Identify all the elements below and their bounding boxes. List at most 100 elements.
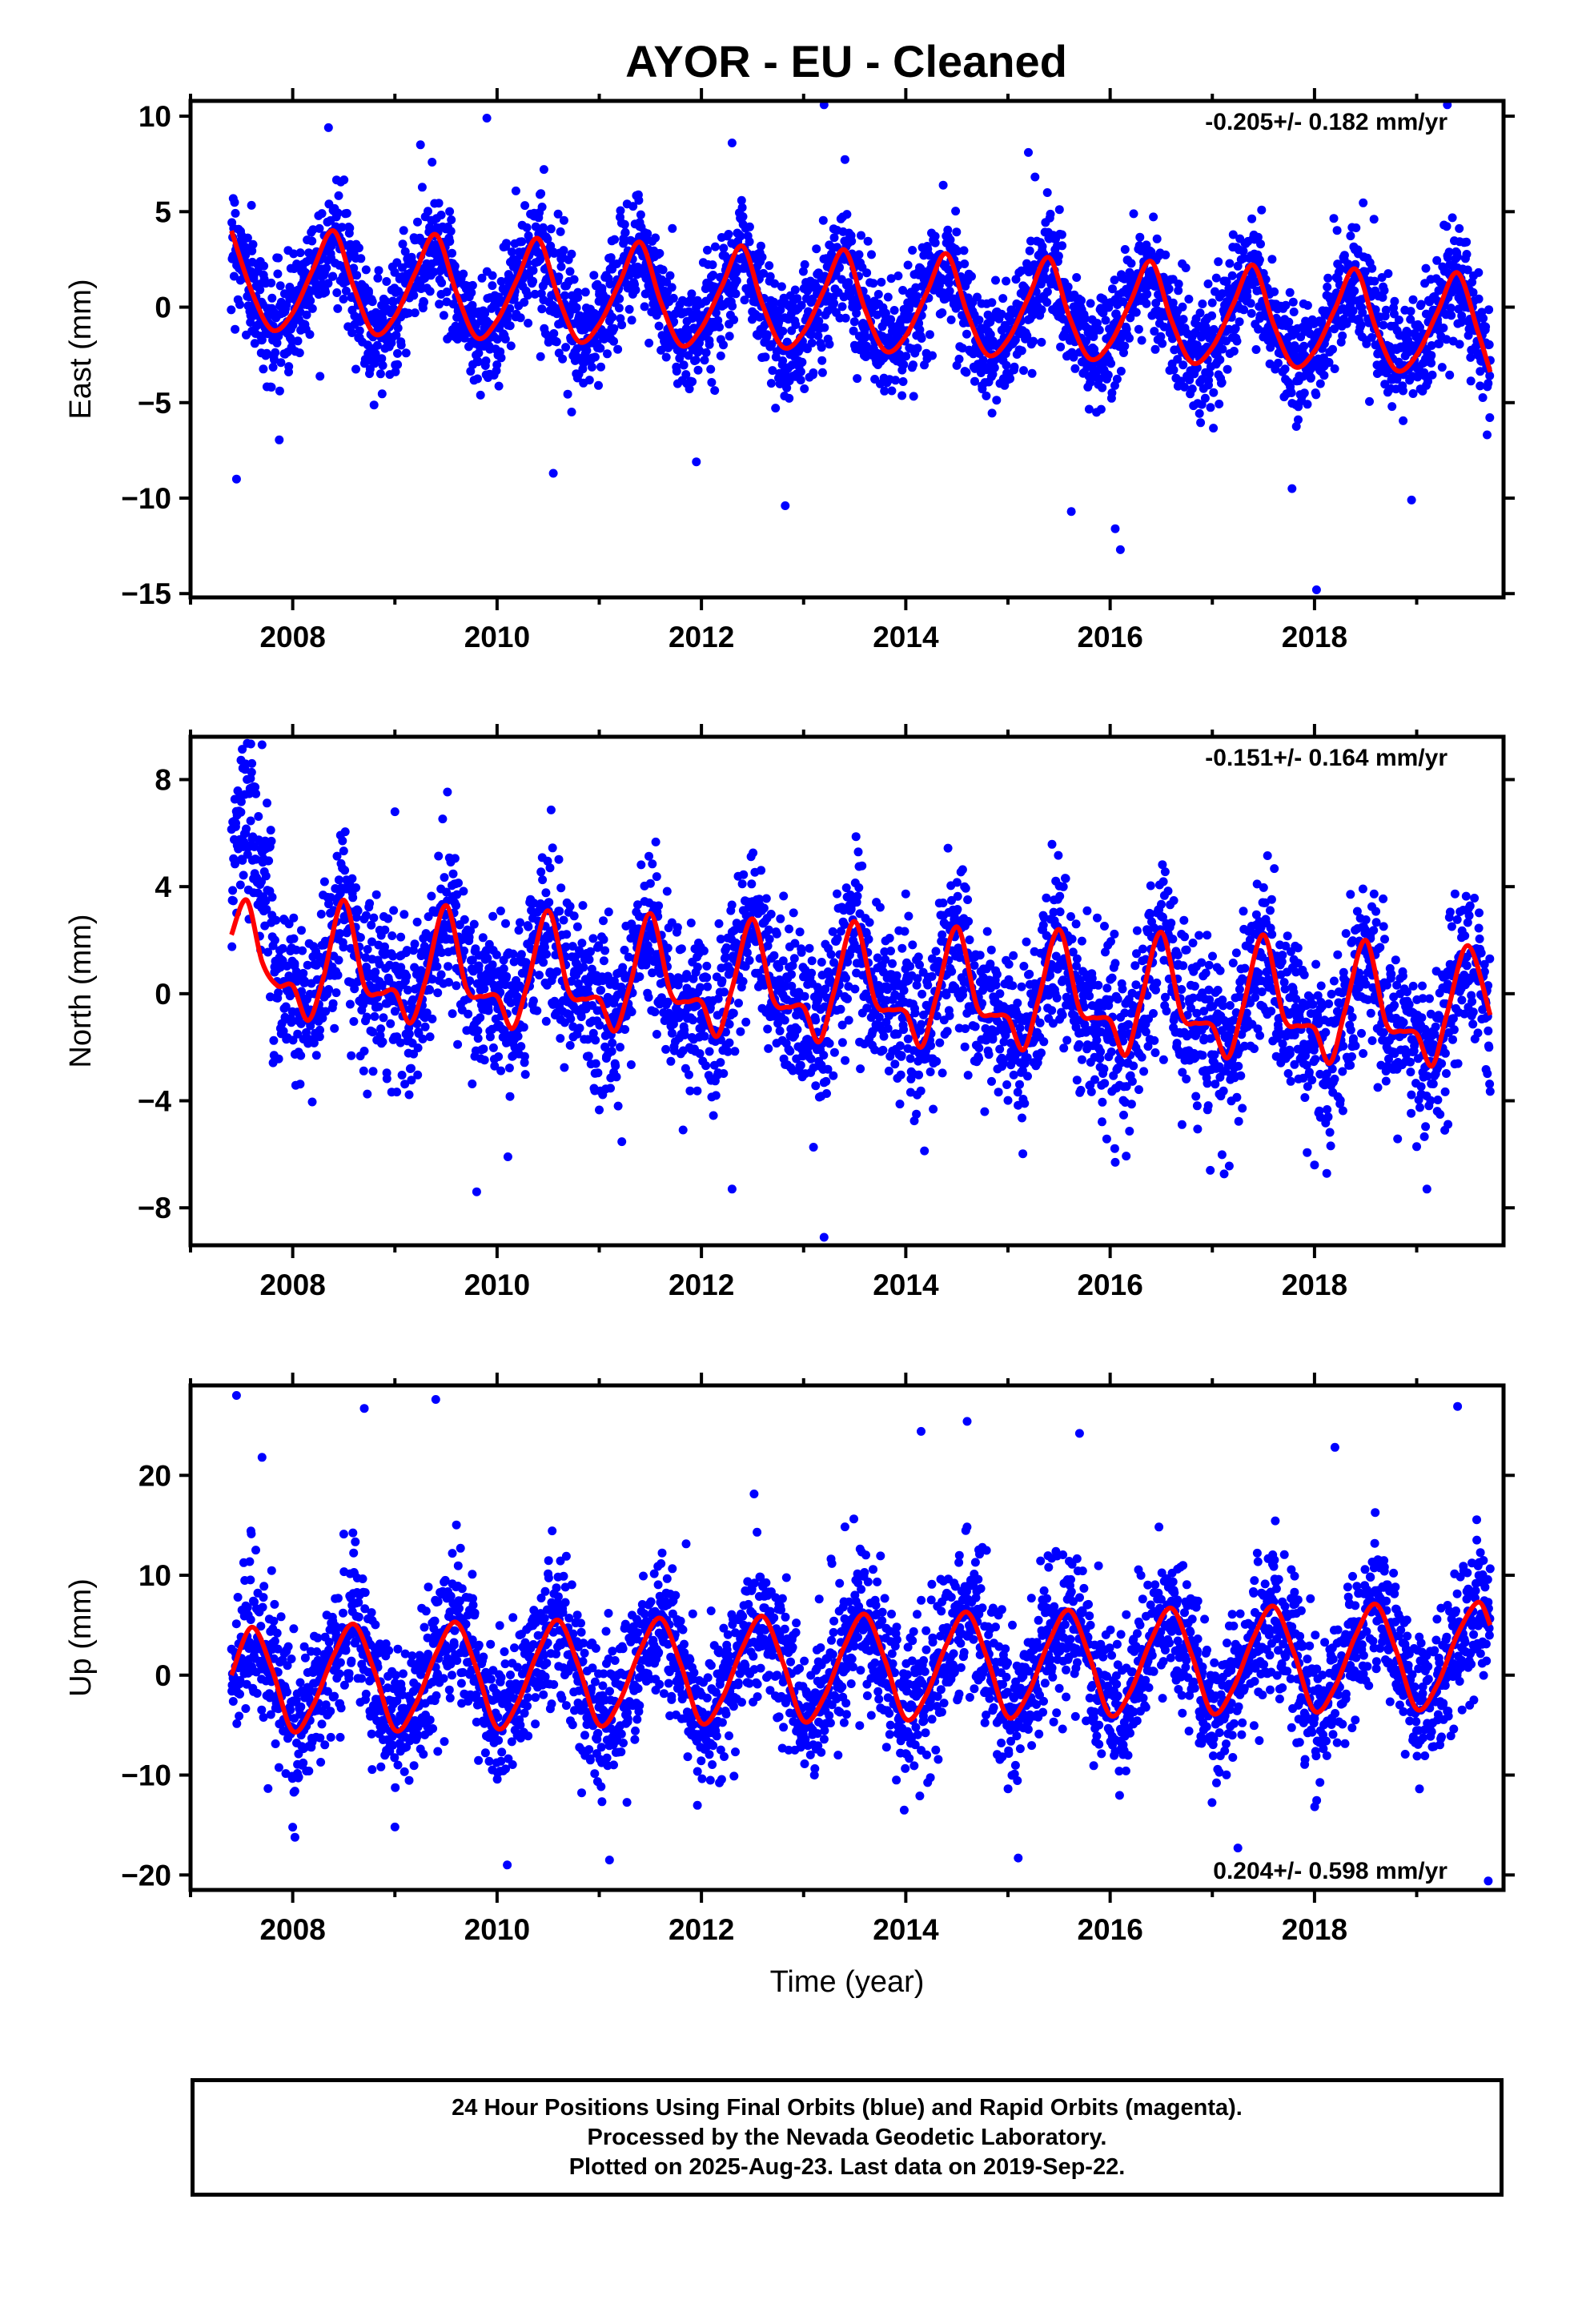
data-point — [242, 824, 251, 834]
data-point — [883, 292, 893, 302]
data-point — [1063, 282, 1073, 292]
data-point — [849, 317, 859, 327]
outlier-point — [416, 140, 425, 150]
data-point — [447, 215, 456, 224]
data-point — [946, 315, 956, 324]
data-point — [987, 408, 997, 418]
data-point — [813, 331, 823, 340]
data-point — [627, 1007, 636, 1016]
data-point — [613, 344, 623, 354]
data-point — [687, 289, 697, 299]
data-point — [785, 924, 793, 934]
data-point — [306, 296, 315, 305]
data-point — [1203, 279, 1213, 288]
data-point — [584, 376, 594, 385]
data-point — [347, 328, 357, 337]
data-point — [545, 863, 555, 873]
data-point — [349, 263, 359, 273]
data-point — [728, 301, 737, 311]
data-point — [1319, 371, 1329, 380]
data-point — [686, 919, 696, 927]
data-point — [562, 930, 572, 939]
data-point — [1002, 360, 1011, 370]
data-point — [339, 295, 348, 304]
data-point — [565, 902, 575, 911]
data-point — [607, 1047, 616, 1056]
data-point — [785, 1047, 795, 1056]
data-point — [330, 1023, 339, 1033]
data-point — [453, 1039, 463, 1049]
data-point — [1207, 298, 1217, 308]
data-point — [1131, 308, 1141, 317]
data-point — [928, 351, 937, 360]
data-point — [383, 914, 393, 923]
data-point — [1445, 370, 1455, 380]
data-point — [387, 931, 397, 940]
data-point — [381, 296, 391, 306]
data-point — [1256, 239, 1265, 249]
data-point — [899, 360, 909, 369]
outlier-point — [482, 114, 492, 123]
data-point — [962, 368, 971, 377]
data-point — [817, 368, 827, 377]
data-point — [952, 227, 962, 237]
data-point — [800, 259, 809, 269]
data-point — [302, 310, 311, 320]
data-point — [1116, 367, 1126, 376]
data-point — [340, 866, 350, 875]
panel-east-points-layer — [227, 100, 1495, 594]
data-point — [594, 380, 603, 390]
data-point — [1379, 320, 1388, 330]
data-point — [539, 165, 548, 175]
data-point — [541, 1016, 551, 1026]
data-point — [772, 929, 781, 939]
data-point — [506, 341, 516, 351]
data-point — [643, 229, 652, 239]
data-point — [337, 223, 347, 232]
data-point — [361, 265, 371, 275]
data-point — [319, 877, 329, 887]
data-point — [873, 290, 883, 299]
data-point — [729, 1008, 738, 1018]
data-point — [516, 918, 524, 927]
data-point — [299, 968, 308, 978]
data-point — [466, 367, 476, 376]
data-point — [407, 1063, 416, 1073]
data-point — [725, 1019, 734, 1029]
data-point — [444, 962, 453, 971]
data-point — [511, 186, 520, 195]
data-point — [1483, 430, 1492, 440]
data-point — [967, 271, 976, 281]
data-point — [398, 239, 408, 249]
data-point — [1178, 302, 1187, 312]
data-point — [425, 985, 435, 995]
data-point — [1455, 223, 1464, 233]
data-point — [537, 203, 547, 211]
data-point — [945, 287, 954, 296]
data-point — [917, 334, 926, 343]
data-point — [669, 293, 678, 303]
data-point — [332, 288, 342, 297]
data-point — [354, 243, 363, 253]
data-point — [1178, 360, 1188, 370]
data-point — [536, 867, 546, 877]
data-point — [663, 943, 673, 953]
data-point — [693, 1086, 702, 1096]
data-point — [780, 1015, 789, 1025]
data-point — [588, 934, 598, 943]
data-point — [1306, 373, 1315, 382]
data-point — [1365, 396, 1374, 406]
data-point — [393, 324, 403, 333]
outlier-point — [548, 468, 558, 478]
data-point — [590, 352, 600, 362]
data-point — [1359, 198, 1368, 207]
data-point — [716, 1058, 725, 1068]
data-point — [901, 352, 911, 361]
data-point — [552, 967, 562, 976]
data-point — [363, 1089, 372, 1099]
data-point — [231, 324, 240, 334]
data-point — [454, 879, 463, 888]
data-point — [377, 389, 387, 399]
data-point — [742, 948, 752, 958]
data-point — [778, 356, 788, 365]
